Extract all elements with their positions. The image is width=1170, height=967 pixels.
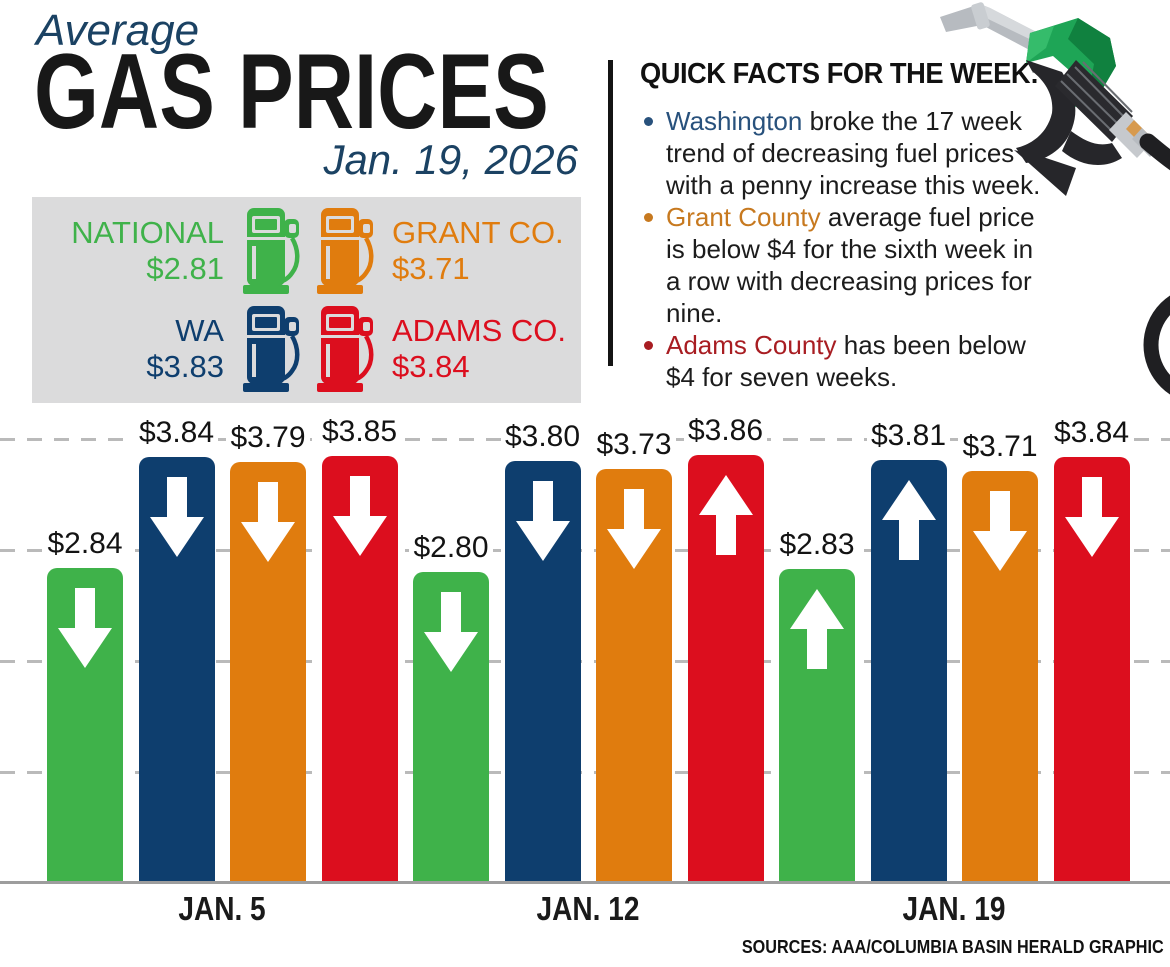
legend-entry-label: GRANT CO. $3.71 <box>392 215 564 286</box>
down-arrow-icon <box>1064 477 1119 557</box>
down-arrow-icon <box>241 482 295 562</box>
bar-national-jan-12 <box>413 572 489 883</box>
quick-facts-panel: QUICK FACTS FOR THE WEEK: Washington bro… <box>640 58 1052 393</box>
down-arrow-icon <box>973 491 1027 571</box>
bar-value-label: $2.80 <box>381 531 521 565</box>
legend-entry-label: NATIONAL $2.81 <box>71 215 224 286</box>
legend-row: NATIONAL $2.81 GRANT CO. $3.71 <box>32 205 581 297</box>
down-arrow-icon <box>424 592 478 672</box>
bar-value-label: $3.80 <box>473 420 613 454</box>
quick-fact-item: Grant County average fuel price is below… <box>640 201 1052 329</box>
bar-value-label: $3.73 <box>564 428 704 462</box>
bar-wa-jan-5 <box>138 457 215 883</box>
bar-grant-co--jan-12 <box>596 469 672 883</box>
legend-row: WA $3.83 ADAMS CO. $3.84 <box>32 303 581 395</box>
down-arrow-icon <box>58 588 112 668</box>
x-axis-label: JAN. 12 <box>536 890 640 927</box>
bar-value-label: $3.85 <box>290 415 430 449</box>
down-arrow-icon <box>149 477 204 557</box>
legend-entry-label: ADAMS CO. $3.84 <box>392 313 566 384</box>
quick-fact-item: Adams County has been below $4 for seven… <box>640 329 1052 393</box>
page-title: GAS PRICES <box>34 31 549 151</box>
bar-value-label: $3.79 <box>198 421 338 455</box>
legend-box: NATIONAL $2.81 GRANT CO. $3.71 WA $3.83 <box>32 197 581 403</box>
up-arrow-icon <box>698 475 753 555</box>
bar-adams-co--jan-5 <box>321 456 398 883</box>
quick-facts-heading: QUICK FACTS FOR THE WEEK: <box>640 58 1039 90</box>
bar-value-label: $3.86 <box>656 414 796 448</box>
quick-fact-item: Washington broke the 17 week trend of de… <box>640 105 1052 201</box>
bar-wa-jan-19 <box>870 460 947 883</box>
gas-pump-icon <box>317 306 374 392</box>
quick-facts-list: Washington broke the 17 week trend of de… <box>640 105 1052 393</box>
bar-value-label: $2.83 <box>747 528 887 562</box>
bar-national-jan-5 <box>47 568 123 883</box>
bar-value-label: $2.84 <box>15 527 155 561</box>
gas-pump-icon <box>317 208 374 294</box>
gas-pump-icon <box>243 208 300 294</box>
x-axis-label: JAN. 5 <box>178 890 266 927</box>
down-arrow-icon <box>515 481 570 561</box>
bar-adams-co--jan-19 <box>1053 457 1130 883</box>
title-kicker: Average <box>36 6 200 55</box>
up-arrow-icon <box>790 589 844 669</box>
bar-value-label: $3.71 <box>930 430 1070 464</box>
bullet-dot <box>644 341 653 350</box>
down-arrow-icon <box>607 489 661 569</box>
bar-grant-co--jan-19 <box>962 471 1038 883</box>
down-arrow-icon <box>332 476 387 556</box>
gridline-$1 <box>0 771 1170 774</box>
bar-grant-co--jan-5 <box>230 462 306 883</box>
bar-national-jan-19 <box>779 569 855 883</box>
up-arrow-icon <box>881 480 936 560</box>
bar-adams-co--jan-12 <box>687 455 764 883</box>
x-axis-baseline <box>0 881 1170 884</box>
gas-pump-icon <box>243 306 300 392</box>
gridline-$3 <box>0 549 1170 552</box>
gridline-$2 <box>0 660 1170 663</box>
bar-wa-jan-12 <box>504 461 581 883</box>
bar-value-label: $3.84 <box>1022 416 1162 450</box>
bar-value-label: $3.81 <box>839 419 979 453</box>
legend-entry-label: WA $3.83 <box>146 313 224 384</box>
bullet-dot <box>644 117 653 126</box>
source-credit: SOURCES: AAA/COLUMBIA BASIN HERALD GRAPH… <box>742 937 1164 957</box>
gridline-$4 <box>0 438 1170 441</box>
section-divider <box>608 60 613 366</box>
bar-value-label: $3.84 <box>107 416 247 450</box>
x-axis-label: JAN. 19 <box>902 890 1006 927</box>
bullet-dot <box>644 213 653 222</box>
title-date: Jan. 19, 2026 <box>323 136 578 183</box>
